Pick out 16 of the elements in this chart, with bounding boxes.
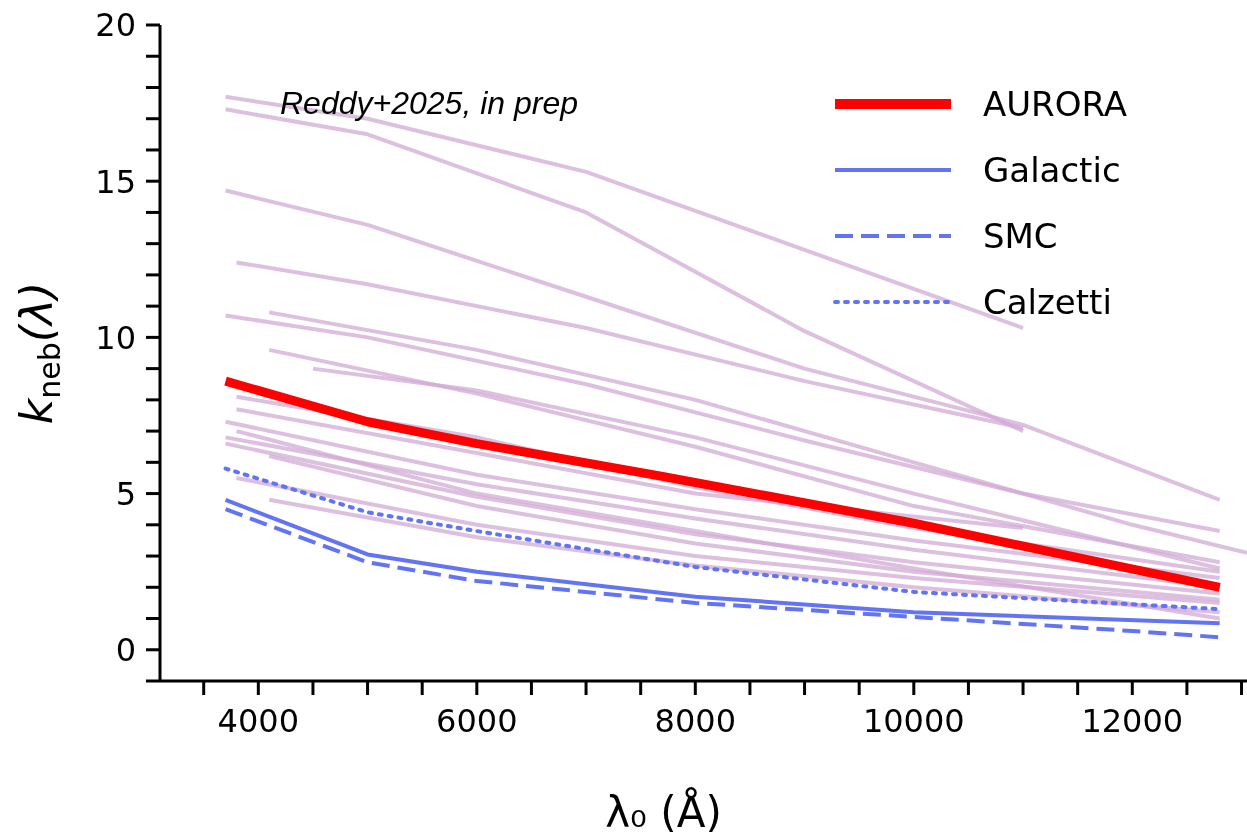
x-axis-title: λ₀ (Å) [605, 787, 722, 837]
y-tick-label: 0 [115, 631, 136, 670]
annotation: Reddy+2025, in prep [280, 85, 578, 122]
x-tick-label: 12000 [1081, 701, 1184, 740]
legend-label: Calzetti [982, 282, 1112, 322]
y-tick-label: 15 [95, 162, 136, 201]
y-tick-label: 20 [95, 6, 136, 45]
x-tick-label: 10000 [862, 701, 965, 740]
x-tick-label: 6000 [436, 701, 518, 740]
y-tick-label: 5 [115, 474, 136, 513]
x-tick-label: 4000 [217, 701, 300, 740]
legend-label: SMC [982, 216, 1058, 256]
y-tick-label: 10 [95, 318, 136, 357]
legend-label: AURORA [982, 84, 1127, 124]
x-tick-label: 8000 [654, 701, 737, 740]
legend-label: Galactic [982, 150, 1121, 190]
